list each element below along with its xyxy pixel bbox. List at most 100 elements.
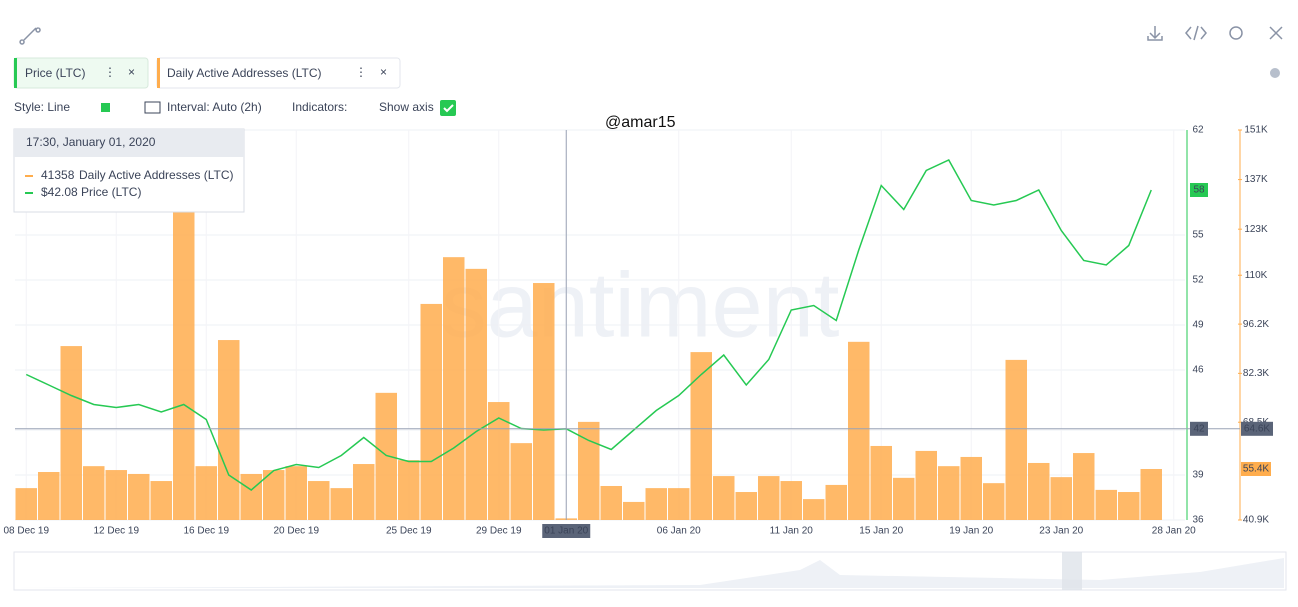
axis-tag-label: 55.4K (1243, 464, 1269, 475)
y-tick-label: 52 (1192, 275, 1204, 286)
chip-menu[interactable]: ⋮ (104, 65, 116, 79)
x-cursor-tag (542, 524, 591, 538)
brand-watermark: santiment (441, 254, 840, 356)
chip-close[interactable]: × (380, 65, 387, 79)
draw-icon[interactable] (19, 27, 41, 45)
bar (938, 466, 960, 520)
bar (195, 466, 217, 520)
top-icons (19, 25, 1283, 45)
axis-tag-label: 42 (1193, 423, 1205, 434)
y2-tick-label: 82.3K (1243, 368, 1269, 379)
interval-select[interactable]: Interval: Auto (2h) (167, 100, 262, 114)
y-tick-label: 39 (1192, 470, 1204, 481)
bar (353, 464, 375, 520)
bar (83, 466, 105, 520)
indicators-select[interactable]: Indicators: (292, 100, 347, 114)
bar (870, 445, 892, 520)
tooltip: 17:30, January 01, 2020 41358 Daily Acti… (13, 128, 245, 213)
bar (758, 476, 780, 520)
tooltip-value: $42.08 (41, 185, 78, 199)
x-tick-label: 15 Jan 20 (859, 526, 903, 537)
chip-menu[interactable]: ⋮ (355, 65, 367, 79)
bar (915, 450, 937, 520)
y-tick-label: 55 (1192, 230, 1204, 241)
check-mark (443, 104, 454, 113)
x-tick-label: 06 Jan 20 (657, 526, 701, 537)
download-icon[interactable] (1147, 26, 1163, 41)
y2-tick-label: 96.2K (1243, 319, 1269, 330)
tooltip-label: Daily Active Addresses (LTC) (79, 168, 234, 182)
bar (263, 470, 285, 520)
x-tick-label: 25 Dec 19 (386, 526, 432, 537)
bar (1073, 453, 1095, 520)
toggle-dot[interactable] (1270, 68, 1280, 78)
tooltip-value: 41358 (41, 168, 75, 182)
navigator-window[interactable] (1062, 552, 1082, 590)
bar (848, 341, 870, 520)
chip-accent (157, 58, 160, 88)
x-tick-label: 19 Jan 20 (949, 526, 993, 537)
axis-tag (1190, 421, 1208, 436)
bar (443, 257, 465, 520)
style-select[interactable]: Style: Line (14, 100, 70, 114)
bar (1118, 492, 1140, 520)
x-tick-label: 29 Dec 19 (476, 526, 522, 537)
navigator-area (15, 558, 1284, 588)
bar (105, 470, 127, 520)
chip-close[interactable]: × (128, 65, 135, 79)
close-icon[interactable] (1269, 26, 1283, 40)
y-tick-label: 49 (1192, 320, 1204, 331)
x-tick-label: 16 Dec 19 (183, 526, 229, 537)
x-tick-label: 08 Dec 19 (3, 526, 49, 537)
axis-tag (1241, 461, 1271, 476)
tooltip-header (14, 129, 244, 157)
y2-tick-label: 110K (1245, 270, 1268, 281)
bar (330, 488, 352, 520)
bar (960, 456, 982, 520)
bar (578, 421, 600, 520)
show-axis-label: Show axis (379, 100, 434, 114)
bar (420, 303, 442, 520)
bar (375, 392, 397, 520)
x-tick-label: 12 Dec 19 (93, 526, 139, 537)
bar (510, 443, 532, 520)
bar (465, 268, 487, 520)
y-tick-label: 36 (1192, 515, 1204, 526)
chip-label: Price (LTC) (25, 66, 85, 80)
chip-label: Daily Active Addresses (LTC) (167, 66, 322, 80)
bar (690, 352, 712, 520)
bar (533, 283, 555, 520)
interval-icon (144, 101, 161, 114)
axis-tag (1241, 421, 1273, 436)
bar (600, 485, 622, 520)
tooltip-time: 17:30, January 01, 2020 (26, 135, 156, 149)
settings-icon[interactable] (1229, 26, 1243, 40)
bar (150, 481, 172, 520)
x-tick-label: 11 Jan 20 (770, 526, 814, 537)
bar (15, 488, 37, 520)
bar (60, 346, 82, 520)
x-tick-label: 23 Jan 20 (1039, 526, 1083, 537)
bar (308, 481, 330, 520)
bar (623, 501, 645, 520)
color-picker[interactable] (101, 103, 110, 112)
bar (1140, 468, 1162, 520)
bar (825, 484, 847, 520)
show-axis-checkbox[interactable] (440, 100, 456, 116)
bar (668, 488, 690, 520)
y-tick-label: 46 (1192, 365, 1204, 376)
bar (735, 492, 757, 520)
user-watermark: @amar15 (605, 114, 676, 131)
bar (285, 466, 307, 520)
bar (173, 130, 195, 520)
bar (1005, 359, 1027, 520)
bar (803, 499, 825, 520)
bar (645, 488, 667, 520)
chip-accent (14, 58, 17, 88)
y2-tick-label: 40.9K (1243, 515, 1269, 526)
y-tick-label: 62 (1192, 125, 1204, 136)
embed-icon[interactable] (1185, 25, 1207, 41)
axis-tag (1190, 183, 1208, 197)
x-tick-label: 01 Jan 20 (544, 526, 588, 537)
